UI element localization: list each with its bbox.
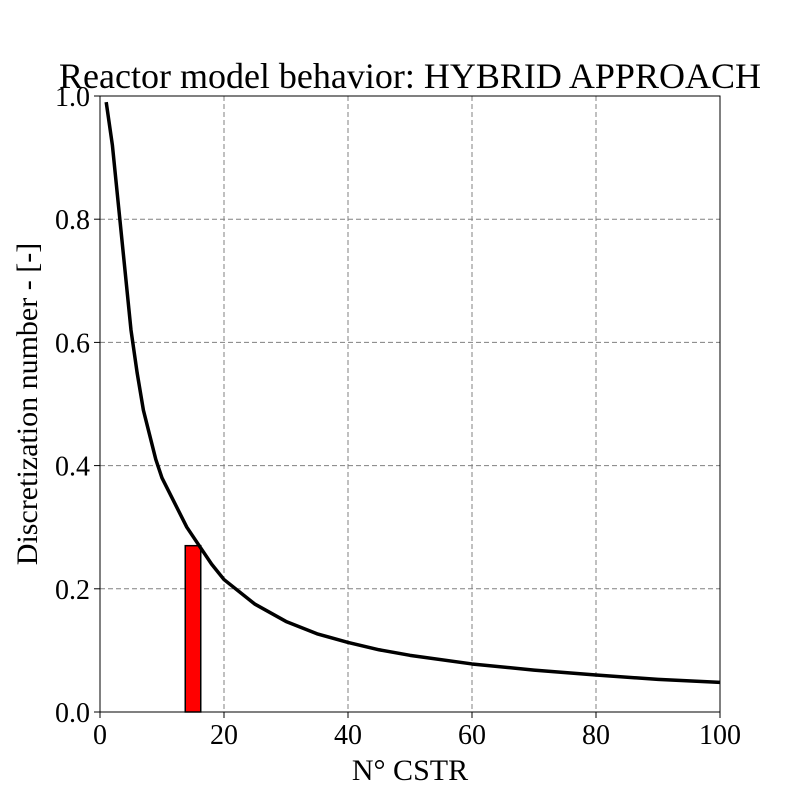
y-tick-label: 0.8 bbox=[55, 205, 90, 236]
bar bbox=[184, 544, 202, 713]
y-tick-label: 0.0 bbox=[55, 698, 90, 729]
x-tick-label: 100 bbox=[699, 720, 741, 751]
series-line bbox=[104, 101, 721, 685]
x-tick-label: 40 bbox=[334, 720, 362, 751]
grid-lines bbox=[100, 96, 720, 712]
plot-frame bbox=[99, 95, 721, 713]
x-tick-label: 60 bbox=[458, 720, 486, 751]
x-tick-label: 0 bbox=[93, 720, 107, 751]
y-axis-label: Discretization number - [-] bbox=[11, 243, 44, 565]
x-tick-label: 80 bbox=[582, 720, 610, 751]
y-tick-label: 0.6 bbox=[55, 328, 90, 359]
y-tick-label: 0.2 bbox=[55, 575, 90, 606]
x-tick-label: 20 bbox=[210, 720, 238, 751]
axis-ticks: 0 20 40 60 80 100 0.0 0.2 0.4 0.6 0.8 1.0 bbox=[55, 82, 741, 751]
y-tick-label: 1.0 bbox=[55, 82, 90, 113]
x-axis-label: N° CSTR bbox=[352, 754, 468, 787]
chart-title: Reactor model behavior: HYBRID APPROACH bbox=[59, 56, 761, 96]
line-series bbox=[104, 101, 721, 685]
bar-series bbox=[184, 544, 202, 713]
y-tick-label: 0.4 bbox=[55, 452, 90, 483]
